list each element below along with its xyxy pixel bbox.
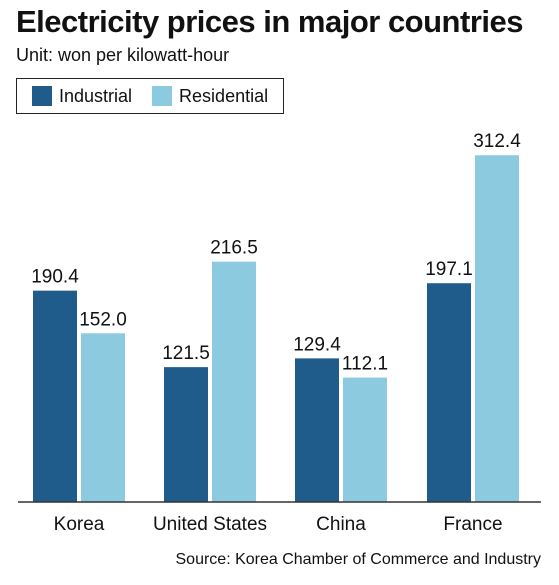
x-tick-label: Korea — [54, 514, 105, 535]
bar-residential-0 — [81, 333, 125, 502]
bar-residential-3 — [475, 155, 519, 502]
data-label: 112.1 — [342, 354, 388, 375]
bar-industrial-2 — [295, 358, 339, 502]
x-tick-label: China — [316, 514, 366, 535]
legend-swatch-industrial — [32, 86, 52, 106]
data-label: 216.5 — [210, 238, 258, 259]
data-label: 312.4 — [473, 131, 521, 152]
legend-label-residential: Residential — [179, 85, 269, 106]
data-label: 197.1 — [425, 259, 473, 280]
data-label: 152.0 — [79, 309, 127, 330]
x-tick-label: United States — [153, 514, 267, 535]
legend-item-residential: Residential — [152, 86, 268, 107]
bar-residential-2 — [343, 377, 387, 502]
bar-industrial-3 — [427, 283, 471, 502]
data-label: 129.4 — [293, 334, 341, 355]
bar-residential-1 — [212, 261, 256, 502]
bar-industrial-1 — [164, 367, 208, 502]
chart-title: Electricity prices in major countries — [16, 4, 523, 39]
data-label: 190.4 — [31, 267, 79, 288]
legend-item-industrial: Industrial — [32, 86, 132, 107]
bar-industrial-0 — [33, 290, 77, 502]
legend: Industrial Residential — [16, 78, 284, 114]
chart-unit: Unit: won per kilowatt-hour — [16, 45, 230, 65]
data-label: 121.5 — [162, 343, 210, 364]
x-tick-label: France — [443, 514, 502, 535]
legend-label-industrial: Industrial — [59, 85, 133, 106]
source-note: Source: Korea Chamber of Commerce and In… — [175, 551, 542, 568]
legend-swatch-residential — [152, 86, 173, 106]
